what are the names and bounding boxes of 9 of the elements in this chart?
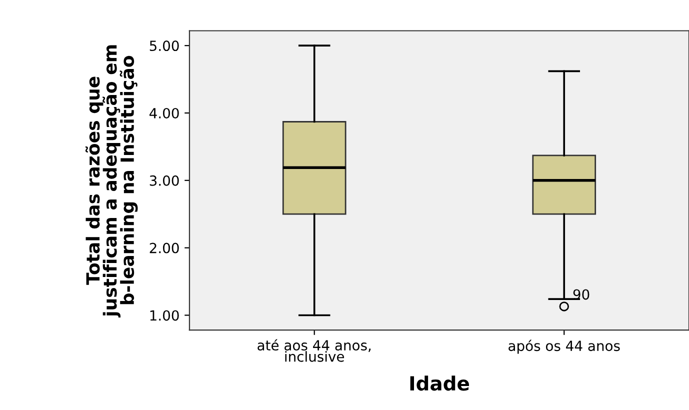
y-tick-label: 4.00 [150, 108, 179, 118]
y-tick-label: 5.00 [150, 40, 179, 52]
x-tick-label: após os 44 anos [508, 340, 620, 354]
y-tick-label: 3.00 [150, 175, 179, 186]
x-axis-title: Idade [410, 376, 469, 391]
x-tick-label: até aos 44 anos, inclusive [258, 339, 371, 362]
y-axis-title: Total das razões que justificam a adequação em b-learning na Instituição [85, 45, 138, 318]
y-tick-label: 1.00 [150, 310, 179, 321]
y-tick-label: 2.00 [150, 242, 179, 254]
